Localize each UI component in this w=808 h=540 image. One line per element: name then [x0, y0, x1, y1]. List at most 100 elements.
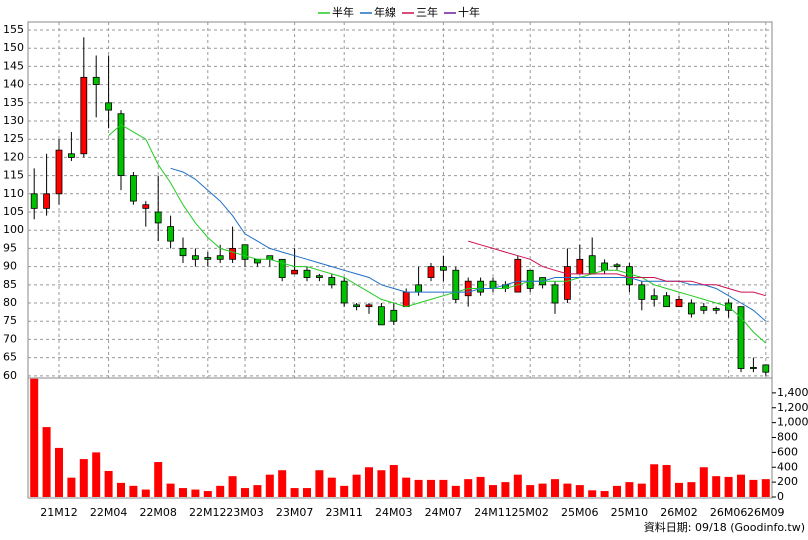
volume-bar: [79, 459, 88, 497]
candle-body: [750, 367, 757, 369]
candle-body: [55, 149, 63, 195]
volume-bar: [241, 488, 249, 497]
y-tick-label: 135: [3, 96, 24, 109]
y2-tick-label: 600: [777, 445, 798, 458]
y-tick-label: 100: [3, 223, 24, 236]
x-tick-label: 26M02: [660, 506, 698, 519]
volume-bar: [699, 467, 708, 497]
candle-body: [216, 255, 224, 260]
y-tick-label: 85: [3, 278, 17, 291]
volume-bar: [253, 485, 262, 497]
volume-bar: [327, 477, 336, 497]
candle-body: [390, 309, 398, 322]
volume-bar: [439, 479, 448, 497]
volume-bar: [650, 464, 659, 497]
y-tick-label: 90: [3, 260, 17, 273]
x-tick-label: 24M03: [375, 506, 413, 519]
legend-label: 年線: [374, 5, 396, 19]
candle-body: [737, 306, 745, 369]
candle-body: [191, 255, 199, 260]
volume-bar: [315, 470, 324, 497]
volume-bar: [625, 482, 634, 497]
candle-body: [253, 258, 261, 264]
volume-bar: [551, 479, 559, 497]
volume-bar: [303, 488, 311, 497]
candle-body: [576, 258, 584, 275]
x-tick-label: 22M12: [189, 506, 227, 519]
candle-body: [477, 280, 485, 293]
y2-tick-label: 1,000: [777, 416, 808, 429]
volume-bar: [191, 489, 200, 497]
y2-tick-label: 800: [777, 431, 798, 444]
volume-bar: [464, 479, 473, 497]
volume-bar: [637, 483, 646, 497]
legend-label: 十年: [458, 5, 480, 19]
candle-body: [229, 248, 237, 260]
volume-bar: [489, 485, 497, 497]
candle-body: [377, 306, 385, 326]
volume-bar: [613, 485, 621, 497]
candle-body: [303, 269, 311, 278]
x-tick-label: 25M02: [511, 506, 549, 519]
volume-bar: [92, 452, 101, 497]
legend-label: 半年: [332, 5, 354, 19]
candle-body: [328, 277, 336, 286]
candle-body: [675, 298, 683, 308]
candle-body: [68, 153, 75, 158]
y2-tick-label: 1,400: [777, 386, 808, 399]
x-tick-label: 21M12: [40, 506, 78, 519]
x-tick-label: 23M07: [276, 506, 314, 519]
volume-bar: [340, 485, 349, 497]
candle-body: [762, 364, 770, 373]
x-tick-label: 24M07: [425, 506, 463, 519]
volume-bar: [749, 479, 758, 497]
ma-line: [468, 240, 766, 297]
volume-bar: [55, 447, 63, 497]
volume-bar: [265, 474, 274, 497]
candle-body: [266, 255, 274, 260]
candle-body: [514, 258, 522, 293]
y-tick-label: 150: [3, 41, 24, 54]
candle-body: [167, 226, 175, 242]
candle-body: [340, 280, 348, 304]
y-tick-label: 110: [3, 187, 24, 200]
candle-body: [526, 269, 534, 289]
candle-body: [204, 257, 212, 260]
volume-bar: [228, 476, 237, 497]
candle-body: [626, 266, 633, 286]
candle-body: [129, 175, 137, 202]
x-tick-label: 24M11: [474, 506, 512, 519]
candle-body: [142, 204, 150, 209]
volume-bar: [389, 465, 398, 497]
volume-bar: [30, 378, 39, 497]
candle-body: [80, 76, 88, 155]
x-tick-label: 23M11: [325, 506, 363, 519]
y-tick-label: 130: [3, 114, 24, 127]
volume-bar: [203, 491, 212, 497]
candle-body: [241, 244, 249, 260]
y-tick-label: 140: [3, 78, 24, 91]
volume-bar: [724, 476, 733, 497]
candle-body: [663, 295, 670, 308]
volume-bar: [290, 488, 299, 497]
x-tick-label: 26M09: [747, 506, 785, 519]
candle-body: [564, 266, 571, 300]
volume-bar: [67, 477, 76, 497]
y-tick-label: 105: [3, 205, 24, 218]
plot-frame: [27, 21, 773, 499]
volume-bar: [166, 483, 175, 497]
volume-bar: [563, 483, 572, 497]
candle-body: [551, 284, 559, 304]
volume-bar: [662, 465, 671, 497]
candle-body: [638, 284, 646, 300]
x-tick-label: 25M10: [611, 506, 649, 519]
y2-tick-label: 200: [777, 475, 798, 488]
x-tick-label: 26M06: [710, 506, 748, 519]
volume-bar: [451, 485, 460, 497]
volume-bar: [42, 427, 51, 497]
x-tick-label: 25M06: [561, 506, 599, 519]
ma-line: [108, 124, 767, 344]
volume-bar: [414, 479, 423, 497]
y-tick-label: 115: [3, 169, 24, 182]
y-tick-label: 125: [3, 132, 24, 145]
